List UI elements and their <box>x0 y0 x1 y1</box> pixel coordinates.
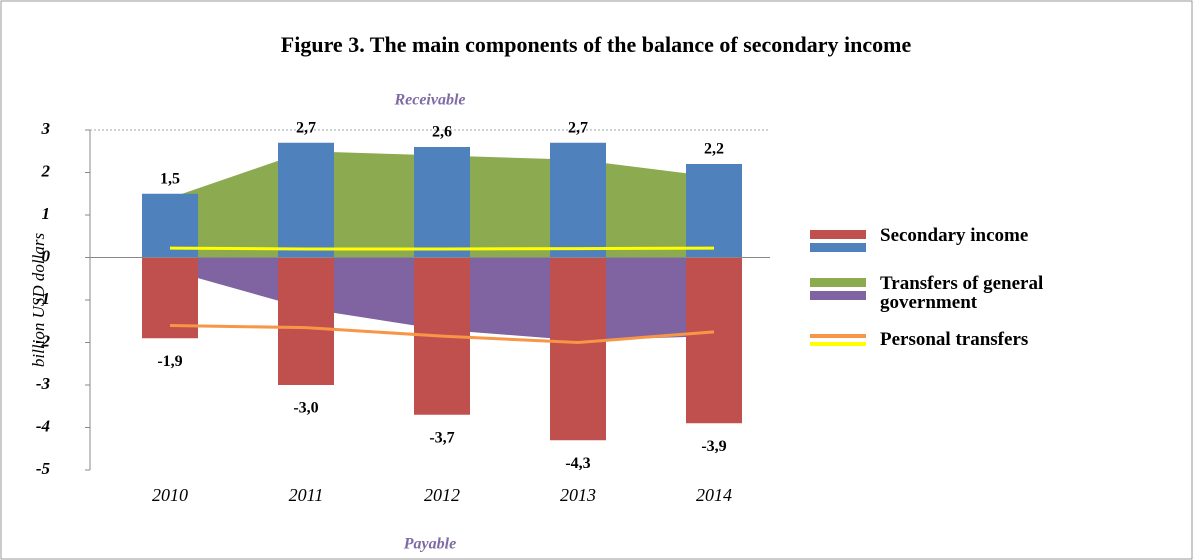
data-label: -3,0 <box>293 400 318 417</box>
legend-entry: Transfers of general government <box>810 274 1150 312</box>
data-label: -1,9 <box>157 353 182 370</box>
y-tick-label: -5 <box>36 459 51 478</box>
y-tick-label: -3 <box>36 374 51 393</box>
x-tick-label: 2012 <box>424 485 460 505</box>
x-tick-label: 2014 <box>696 485 732 505</box>
data-label: -4,3 <box>565 455 590 472</box>
legend-entry: Secondary income <box>810 226 1150 256</box>
bar <box>550 257 606 441</box>
y-tick-label: 2 <box>41 161 51 180</box>
legend-color <box>810 230 866 239</box>
x-tick-label: 2011 <box>289 485 324 505</box>
legend-swatch <box>810 278 866 304</box>
data-label: 2,2 <box>704 141 724 158</box>
y-tick-label: -1 <box>36 289 50 308</box>
legend-entry: Personal transfers <box>810 330 1150 350</box>
legend-color <box>810 243 866 252</box>
payable-label: Payable <box>403 536 456 553</box>
y-tick-label: 1 <box>42 204 51 223</box>
x-tick-label: 2013 <box>560 485 596 505</box>
legend: Secondary income Transfers of general gov… <box>810 226 1150 368</box>
legend-color <box>810 278 866 287</box>
receivable-label: Receivable <box>393 92 465 109</box>
bar <box>278 257 334 385</box>
legend-label: Secondary income <box>880 225 1029 246</box>
bar <box>686 164 742 258</box>
x-tick-label: 2010 <box>152 485 188 505</box>
data-label: -3,9 <box>701 438 726 455</box>
legend-color <box>810 342 866 346</box>
line <box>169 324 715 345</box>
data-label: 2,7 <box>296 119 316 136</box>
line <box>169 246 715 251</box>
data-label: 2,6 <box>432 124 452 141</box>
bar <box>550 142 606 258</box>
y-tick-label: -2 <box>36 331 51 350</box>
data-label: -3,7 <box>429 429 454 446</box>
y-axis-label: billion USD dollars <box>29 233 48 368</box>
data-label: 1,5 <box>160 170 180 187</box>
bar <box>414 147 470 258</box>
legend-swatch <box>810 230 866 256</box>
y-tick-label: 0 <box>42 246 51 265</box>
data-label: 2,7 <box>568 119 588 136</box>
legend-label: Personal transfers <box>880 329 1029 350</box>
bar <box>686 257 742 424</box>
legend-color <box>810 291 866 300</box>
bar <box>278 142 334 258</box>
chart-title: Figure 3. The main components of the bal… <box>281 32 912 57</box>
y-tick-label: -4 <box>36 416 50 435</box>
legend-label: Transfers of general government <box>880 273 1044 313</box>
legend-color <box>810 334 866 338</box>
y-tick-label: 3 <box>41 119 51 138</box>
legend-swatch <box>810 334 866 350</box>
